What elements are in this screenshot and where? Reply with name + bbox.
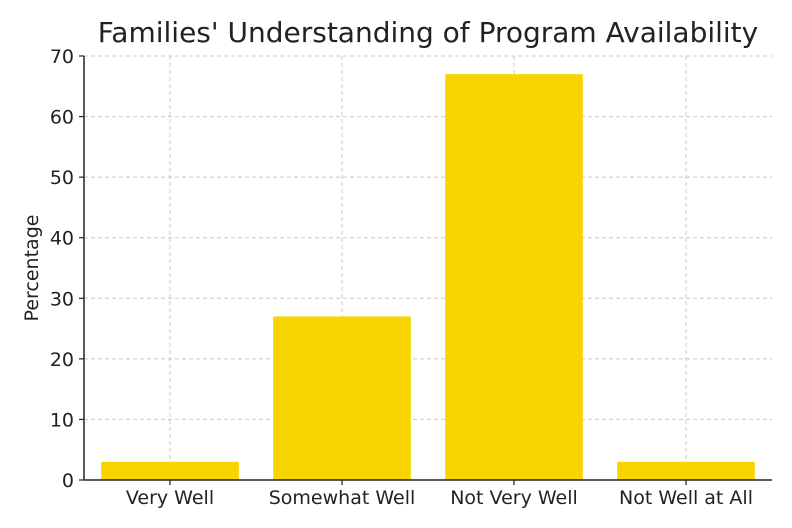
y-tick-label: 60: [50, 107, 74, 129]
y-tick-label: 50: [50, 167, 74, 189]
y-tick-label: 0: [62, 470, 74, 492]
y-tick-label: 70: [50, 46, 74, 68]
y-tick-label: 10: [50, 409, 74, 431]
bar: [445, 74, 583, 481]
y-axis-label: Percentage: [21, 215, 43, 322]
chart-title: Families' Understanding of Program Avail…: [98, 16, 758, 49]
x-tick-labels: Very Well Somewhat Well Not Very Well Not W…: [126, 487, 753, 509]
grid-lines: [84, 55, 772, 480]
bars: [101, 74, 755, 481]
bar: [273, 316, 411, 480]
bar: [101, 461, 239, 480]
y-tick-label: 40: [50, 228, 74, 250]
y-tick-label: 20: [50, 349, 74, 371]
x-tick-label: Somewhat Well: [269, 487, 416, 509]
x-tick-label: Not Very Well: [450, 487, 578, 509]
bar: [617, 461, 755, 480]
x-tick-label: Very Well: [126, 487, 214, 509]
axes: [79, 55, 772, 485]
y-tick-labels: 0 10 20 30 40 50 60 70: [50, 46, 74, 492]
x-tick-label: Not Well at All: [619, 487, 753, 509]
y-tick-label: 30: [50, 288, 74, 310]
